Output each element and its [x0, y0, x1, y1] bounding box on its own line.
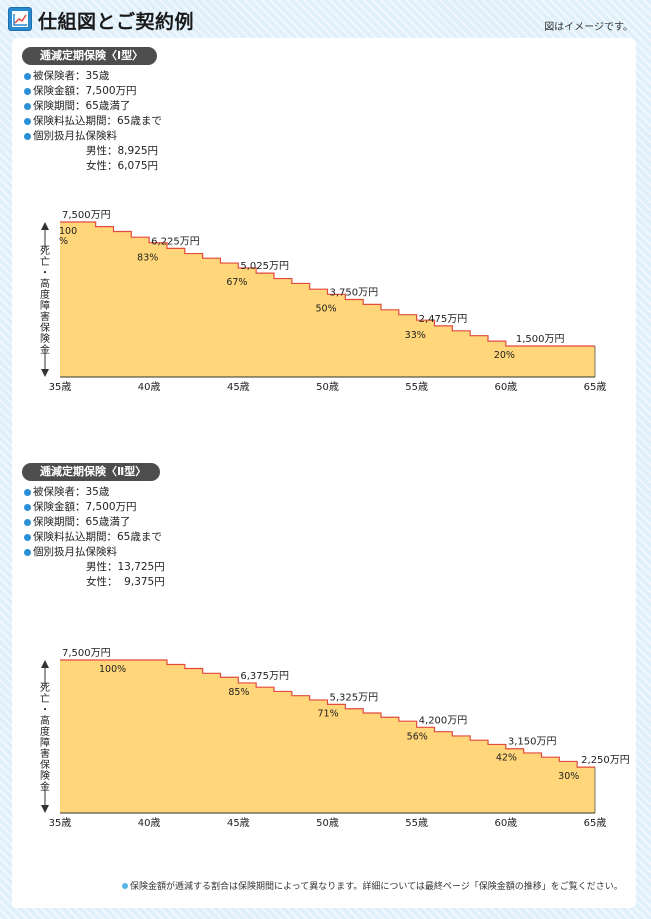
chart-icon: [8, 7, 32, 31]
data-label-percent: 83%: [137, 252, 158, 263]
x-tick-label: 60歳: [494, 817, 517, 829]
section-tag: 逓減定期保険〈Ⅱ型〉: [22, 463, 161, 481]
bullet-item: 保険期間：65歳満了: [24, 515, 165, 530]
bullet-dot-icon: [24, 103, 31, 110]
content-panel: 逓減定期保険〈Ⅰ型〉 被保険者：35歳 保険金額：7,500万円 保険期間：65…: [12, 38, 636, 908]
image-note: 図はイメージです。: [544, 22, 633, 33]
bullet-item: 保険料払込期間：65歳まで: [24, 114, 162, 129]
bullet-item: 保険料払込期間：65歳まで: [24, 530, 165, 545]
x-tick-label: 50歳: [316, 381, 339, 393]
data-label-amount: 1,500万円: [516, 334, 565, 345]
data-label-amount: 4,200万円: [419, 715, 468, 726]
contract-conditions: 被保険者：35歳 保険金額：7,500万円 保険期間：65歳満了 保険料払込期間…: [24, 69, 162, 174]
bullet-item: 被保険者：35歳: [24, 69, 162, 84]
data-label-percent: 33%: [405, 330, 426, 341]
x-tick-label: 45歳: [227, 817, 250, 829]
y-axis-label: 死亡・高度障害保険金: [40, 683, 50, 793]
data-label-percent: 56%: [407, 731, 428, 742]
arrow-up-icon: [41, 222, 49, 230]
x-tick-label: 35歳: [49, 817, 72, 829]
x-tick-label: 65歳: [584, 817, 607, 829]
x-tick-label: 35歳: [49, 381, 72, 393]
premium-female: 女性： 9,375円: [86, 576, 165, 588]
section-tag: 逓減定期保険〈Ⅰ型〉: [22, 47, 158, 65]
bullet-dot-icon: [24, 133, 31, 140]
bullet-item: 被保険者：35歳: [24, 485, 165, 500]
bullet-item: 保険期間：65歳満了: [24, 99, 162, 114]
bullet-dot-icon: [24, 504, 31, 511]
bullet-dot-icon: [24, 549, 31, 556]
arrow-up-icon: [41, 660, 49, 668]
data-label-amount: 6,225万円: [151, 236, 200, 247]
premium-male: 男性：8,925円: [86, 145, 159, 157]
section-type-1: 逓減定期保険〈Ⅰ型〉 被保険者：35歳 保険金額：7,500万円 保険期間：65…: [12, 47, 636, 437]
premium-male: 男性：13,725円: [86, 561, 165, 573]
x-tick-label: 55歳: [405, 817, 428, 829]
bullet-item: 保険金額：7,500万円: [24, 500, 165, 515]
footnote: 保険金額が逓減する割合は保険期間によって異なります。詳細については最終ページ「保…: [122, 879, 623, 892]
data-label-amount: 2,475万円: [419, 314, 468, 325]
data-label-percent: 100%: [99, 664, 126, 675]
premium-lines: 男性：8,925円 女性：6,075円: [24, 144, 162, 174]
data-label-amount: 7,500万円: [62, 648, 111, 659]
data-label-percent: 85%: [228, 687, 249, 698]
data-label-percent: 71%: [318, 708, 339, 719]
arrow-down-icon: [41, 369, 49, 377]
data-label-percent: 30%: [558, 771, 579, 782]
bullet-item: 個別扱月払保険料: [24, 129, 162, 144]
benefit-step-line: [60, 659, 595, 768]
data-label-amount: 3,750万円: [330, 288, 379, 299]
premium-female: 女性：6,075円: [86, 160, 159, 172]
benefit-area: [60, 222, 595, 377]
premium-lines: 男性：13,725円 女性： 9,375円: [24, 560, 165, 590]
data-label-percent: 67%: [226, 277, 247, 288]
data-label-amount: 5,325万円: [330, 692, 379, 703]
data-label-amount: 7,500万円: [62, 210, 111, 221]
data-label-percent: 50%: [316, 304, 337, 315]
bullet-dot-icon: [24, 489, 31, 496]
data-label-amount: 5,025万円: [240, 261, 289, 272]
x-tick-label: 45歳: [227, 381, 250, 393]
bullet-item: 保険金額：7,500万円: [24, 84, 162, 99]
y-axis-label: 死亡・高度障害保険金: [40, 246, 50, 356]
benefit-step-line: [60, 221, 595, 347]
arrow-down-icon: [41, 805, 49, 813]
bullet-dot-icon: [24, 88, 31, 95]
data-label-percent: 20%: [494, 350, 515, 361]
contract-conditions: 被保険者：35歳 保険金額：7,500万円 保険期間：65歳満了 保険料払込期間…: [24, 485, 165, 590]
chart-type-2: 35歳 40歳 45歳 50歳 55歳 60歳 65歳 死亡・高度障害保険金 7,500万円 10…: [40, 648, 630, 829]
chart-type-1: 35歳 40歳 45歳 50歳 55歳 60歳 65歳 死亡・高度障害保険金 7,500万円 10…: [40, 210, 607, 393]
x-tick-label: 55歳: [405, 381, 428, 393]
data-label-percent: 100%: [59, 226, 77, 247]
data-label-percent: 42%: [496, 753, 517, 764]
data-label-amount: 2,250万円: [581, 755, 630, 766]
bullet-item: 個別扱月払保険料: [24, 545, 165, 560]
bullet-dot-icon: [24, 73, 31, 80]
x-tick-label: 60歳: [494, 381, 517, 393]
benefit-area: [60, 660, 595, 813]
section-type-2: 逓減定期保険〈Ⅱ型〉 被保険者：35歳 保険金額：7,500万円 保険期間：65…: [12, 463, 636, 863]
x-tick-label: 50歳: [316, 817, 339, 829]
x-tick-label: 65歳: [584, 381, 607, 393]
data-label-amount: 6,375万円: [240, 671, 289, 682]
bullet-dot-icon: [122, 883, 128, 889]
x-tick-label: 40歳: [138, 381, 161, 393]
bullet-dot-icon: [24, 534, 31, 541]
data-label-amount: 3,150万円: [508, 737, 557, 748]
x-tick-label: 40歳: [138, 817, 161, 829]
page-title: 仕組図とご契約例: [38, 11, 195, 33]
bullet-dot-icon: [24, 118, 31, 125]
bullet-dot-icon: [24, 519, 31, 526]
